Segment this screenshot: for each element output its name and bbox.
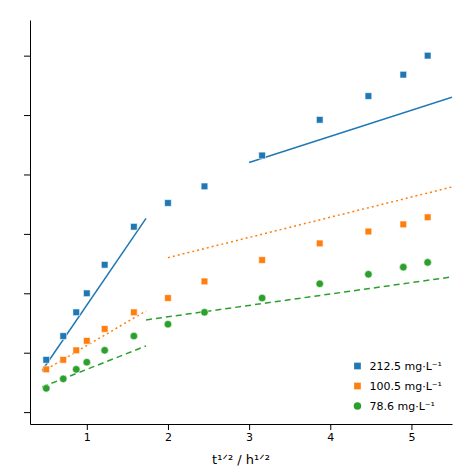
point [60, 333, 67, 340]
point [42, 385, 50, 393]
legend: 212.5 mg·L⁻¹ 100.5 mg·L⁻¹ 78.6 mg·L⁻¹ [354, 360, 442, 413]
y-tick-mark [24, 234, 30, 235]
point [101, 347, 109, 355]
point [400, 221, 407, 228]
point [72, 366, 80, 374]
y-axis-line [30, 21, 31, 425]
point [316, 116, 323, 123]
point [60, 356, 67, 363]
x-tick-mark [330, 424, 331, 430]
y-tick [24, 234, 30, 235]
series [42, 187, 452, 373]
y-tick [24, 293, 30, 294]
x-tick-label: 1 [84, 431, 91, 444]
point [83, 337, 90, 344]
y-axis [24, 21, 31, 425]
y-tick [24, 115, 30, 116]
x-tick-label: 2 [165, 431, 172, 444]
x-axis-title: t¹ᐟ² / h¹ᐟ² [212, 452, 270, 467]
point [101, 326, 108, 333]
point [365, 228, 372, 235]
x-tick: 3 [246, 424, 253, 444]
legend-symbol [354, 363, 361, 370]
point [131, 309, 138, 316]
point [365, 270, 373, 278]
point [43, 366, 50, 373]
y-tick-mark [24, 174, 30, 175]
marks [42, 52, 452, 392]
fit-line [42, 311, 146, 372]
y-tick [24, 174, 30, 175]
y-tick-mark [24, 56, 30, 57]
x-tick-mark [249, 424, 250, 430]
x-tick-mark [168, 424, 169, 430]
legend-label: 100.5 mg·L⁻¹ [369, 380, 442, 393]
point [424, 52, 431, 59]
legend-label: 212.5 mg·L⁻¹ [369, 360, 442, 373]
y-tick-mark [24, 412, 30, 413]
point [259, 152, 266, 159]
point [83, 358, 91, 366]
point [424, 214, 431, 221]
chart: 1 2 3 4 5 t¹ᐟ² / h¹ᐟ² 212.5 mg·L⁻¹ 100.5 mg·L⁻¹… [0, 0, 474, 474]
point [130, 332, 138, 340]
legend-symbol [354, 383, 361, 390]
point [73, 309, 80, 316]
point [165, 200, 172, 207]
legend-item: 100.5 mg·L⁻¹ [354, 380, 442, 393]
legend-item: 78.6 mg·L⁻¹ [354, 400, 435, 413]
point [73, 347, 80, 354]
point [131, 223, 138, 230]
x-tick-mark [87, 424, 88, 430]
x-axis-line [31, 424, 453, 425]
point [164, 320, 172, 328]
fit-line [146, 277, 452, 320]
point [400, 263, 408, 271]
x-tick: 2 [165, 424, 172, 444]
fit-line [42, 346, 146, 387]
point [316, 280, 324, 288]
x-tick: 5 [408, 424, 415, 444]
x-tick-label: 5 [408, 431, 415, 444]
series [42, 259, 452, 393]
y-tick-mark [24, 115, 30, 116]
legend-symbol [354, 402, 362, 410]
point [316, 240, 323, 247]
point [259, 257, 266, 264]
point [201, 309, 209, 317]
point [400, 71, 407, 78]
point [165, 295, 172, 302]
x-axis: 1 2 3 4 5 [31, 424, 453, 444]
legend-label: 78.6 mg·L⁻¹ [369, 400, 435, 413]
point [201, 278, 208, 285]
y-tick [24, 353, 30, 354]
y-tick-mark [24, 293, 30, 294]
point [83, 290, 90, 297]
point [258, 294, 266, 302]
x-tick-label: 4 [327, 431, 334, 444]
point [424, 259, 432, 267]
legend-item: 212.5 mg·L⁻¹ [354, 360, 442, 373]
x-tick-mark [411, 424, 412, 430]
point [43, 356, 50, 363]
fit-line [249, 97, 452, 162]
point [101, 261, 108, 268]
x-tick: 1 [84, 424, 91, 444]
series [42, 52, 452, 370]
plot-area: 1 2 3 4 5 t¹ᐟ² / h¹ᐟ² 212.5 mg·L⁻¹ 100.5 mg·L⁻¹… [24, 21, 453, 468]
point [59, 375, 67, 383]
x-tick: 4 [327, 424, 334, 444]
point [365, 93, 372, 100]
y-tick-mark [24, 353, 30, 354]
fit-line [42, 218, 146, 370]
x-tick-label: 3 [246, 431, 253, 444]
fit-line [168, 187, 452, 258]
y-tick [24, 412, 30, 413]
y-tick [24, 56, 30, 57]
point [201, 183, 208, 190]
